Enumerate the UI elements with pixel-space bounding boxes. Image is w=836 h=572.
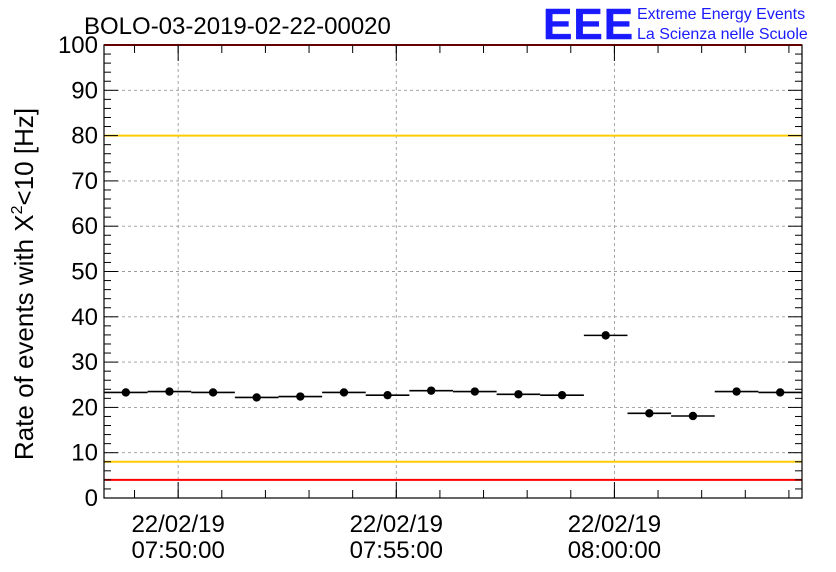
- data-point: [601, 331, 610, 340]
- y-tick-label: 60: [71, 213, 98, 240]
- data-point: [470, 387, 480, 396]
- data-point: [426, 386, 436, 395]
- data-point: [296, 392, 305, 401]
- y-axis-label-main: Rate of events with X: [9, 214, 39, 460]
- y-tick-label: 50: [71, 259, 98, 286]
- x-tick-label-time: 07:50:00: [131, 537, 224, 564]
- x-tick-label-date: 22/02/19: [350, 511, 443, 538]
- reference-lines: [104, 44, 802, 481]
- x-axis: 22/02/1907:50:0022/02/1907:55:0022/02/19…: [131, 45, 790, 564]
- x-tick-label-date: 22/02/19: [568, 511, 661, 538]
- chart-title: BOLO-03-2019-02-22-00020: [84, 13, 391, 40]
- y-tick-label: 90: [71, 77, 98, 104]
- data-point: [688, 411, 698, 421]
- data-point: [732, 387, 741, 396]
- data-point: [165, 387, 174, 396]
- logo-line-1: Extreme Energy Events: [637, 6, 805, 23]
- x-tick-label-time: 08:00:00: [568, 537, 661, 564]
- data-point: [645, 409, 654, 418]
- eee-logo: EEE Extreme Energy Events La Scienza nel…: [543, 0, 808, 49]
- data-point: [121, 388, 131, 397]
- y-tick-label: 20: [71, 394, 98, 421]
- y-axis: 0 10 20 30 40 50 60 70 80 90 100: [58, 32, 802, 512]
- data-point: [557, 390, 567, 400]
- logo-mark: EEE: [543, 0, 634, 49]
- y-tick-label: 100: [58, 32, 98, 59]
- y-tick-label: 80: [71, 123, 98, 150]
- data-point: [339, 388, 349, 397]
- data-point: [208, 388, 218, 397]
- data-point: [775, 388, 785, 397]
- y-axis-label: Rate of events with X2<10 [Hz]: [9, 108, 39, 460]
- x-tick-label-date: 22/02/19: [131, 511, 224, 538]
- y-axis-label-unit: <10 [Hz]: [9, 108, 39, 206]
- y-axis-label-superscript: 2: [9, 205, 26, 214]
- y-tick-label: 40: [71, 304, 98, 331]
- logo-line-2: La Scienza nelle Scuole: [637, 26, 808, 43]
- y-tick-label: 10: [71, 440, 98, 467]
- x-tick-label-time: 07:55:00: [350, 537, 443, 564]
- data-series: [104, 331, 802, 421]
- y-tick-label: 70: [71, 168, 98, 195]
- y-tick-label: 0: [85, 485, 98, 512]
- data-point: [383, 390, 392, 400]
- grid: [104, 45, 802, 498]
- data-point: [252, 393, 261, 402]
- y-tick-label: 30: [71, 349, 98, 376]
- data-point: [514, 390, 523, 399]
